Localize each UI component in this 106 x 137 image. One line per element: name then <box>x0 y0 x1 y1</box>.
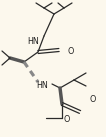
Text: O: O <box>67 48 73 56</box>
Text: HN: HN <box>36 82 48 91</box>
Text: HN: HN <box>27 38 39 46</box>
Text: O: O <box>64 115 70 125</box>
Text: O: O <box>90 95 96 105</box>
